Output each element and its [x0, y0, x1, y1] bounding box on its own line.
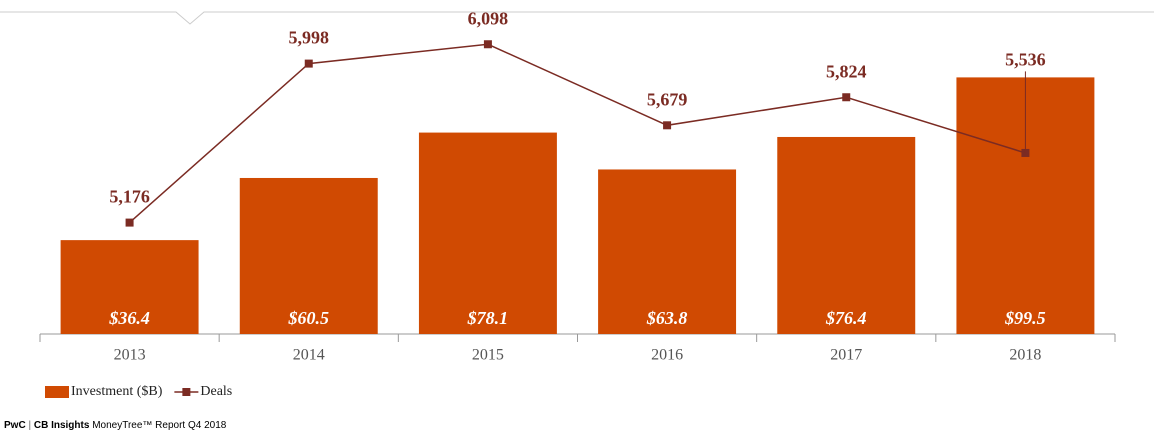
bar	[598, 169, 737, 334]
x-tick-label: 2018	[1009, 347, 1041, 364]
footer-report: MoneyTree™ Report Q4 2018	[92, 420, 227, 431]
footer-separator: |	[28, 420, 31, 431]
point-value-label: 6,098	[468, 8, 509, 28]
point-value-label: 5,679	[647, 89, 688, 109]
x-tick-label: 2015	[472, 347, 504, 364]
line	[129, 43, 1026, 224]
legend-label: Deals	[200, 384, 232, 399]
bar-value-label: $36.4	[108, 308, 150, 328]
bar	[777, 136, 916, 334]
point	[304, 59, 313, 68]
point	[125, 218, 134, 227]
bar-value-label: $78.1	[467, 308, 509, 328]
legend-swatch	[45, 386, 69, 398]
x-tick-label: 2014	[293, 347, 325, 364]
bar-value-label: $63.8	[646, 308, 688, 328]
footer-source: CB Insights	[34, 420, 90, 431]
bar-value-label: $99.5	[1004, 308, 1046, 328]
point	[483, 40, 492, 49]
x-tick-label: 2013	[114, 347, 146, 364]
bar	[239, 177, 378, 334]
bar	[60, 240, 199, 334]
point	[842, 93, 851, 102]
bar	[418, 132, 557, 334]
point	[663, 121, 672, 130]
x-tick-label: 2016	[651, 347, 683, 364]
bar-value-label: $60.5	[288, 308, 330, 328]
point-value-label: 5,536	[1005, 50, 1046, 70]
point-value-label: 5,176	[109, 187, 150, 207]
legend-marker	[182, 388, 191, 396]
point-value-label: 5,824	[826, 61, 867, 81]
top-rule	[0, 11, 1154, 25]
x-tick-label: 2017	[830, 347, 862, 364]
legend-label: Investment ($B)	[71, 384, 163, 399]
footer: PwC | CB Insights MoneyTree™ Report Q4 2…	[4, 420, 227, 431]
bar-value-label: $76.4	[825, 308, 867, 328]
footer-brand: PwC	[4, 420, 26, 431]
point-value-label: 5,998	[289, 28, 330, 48]
